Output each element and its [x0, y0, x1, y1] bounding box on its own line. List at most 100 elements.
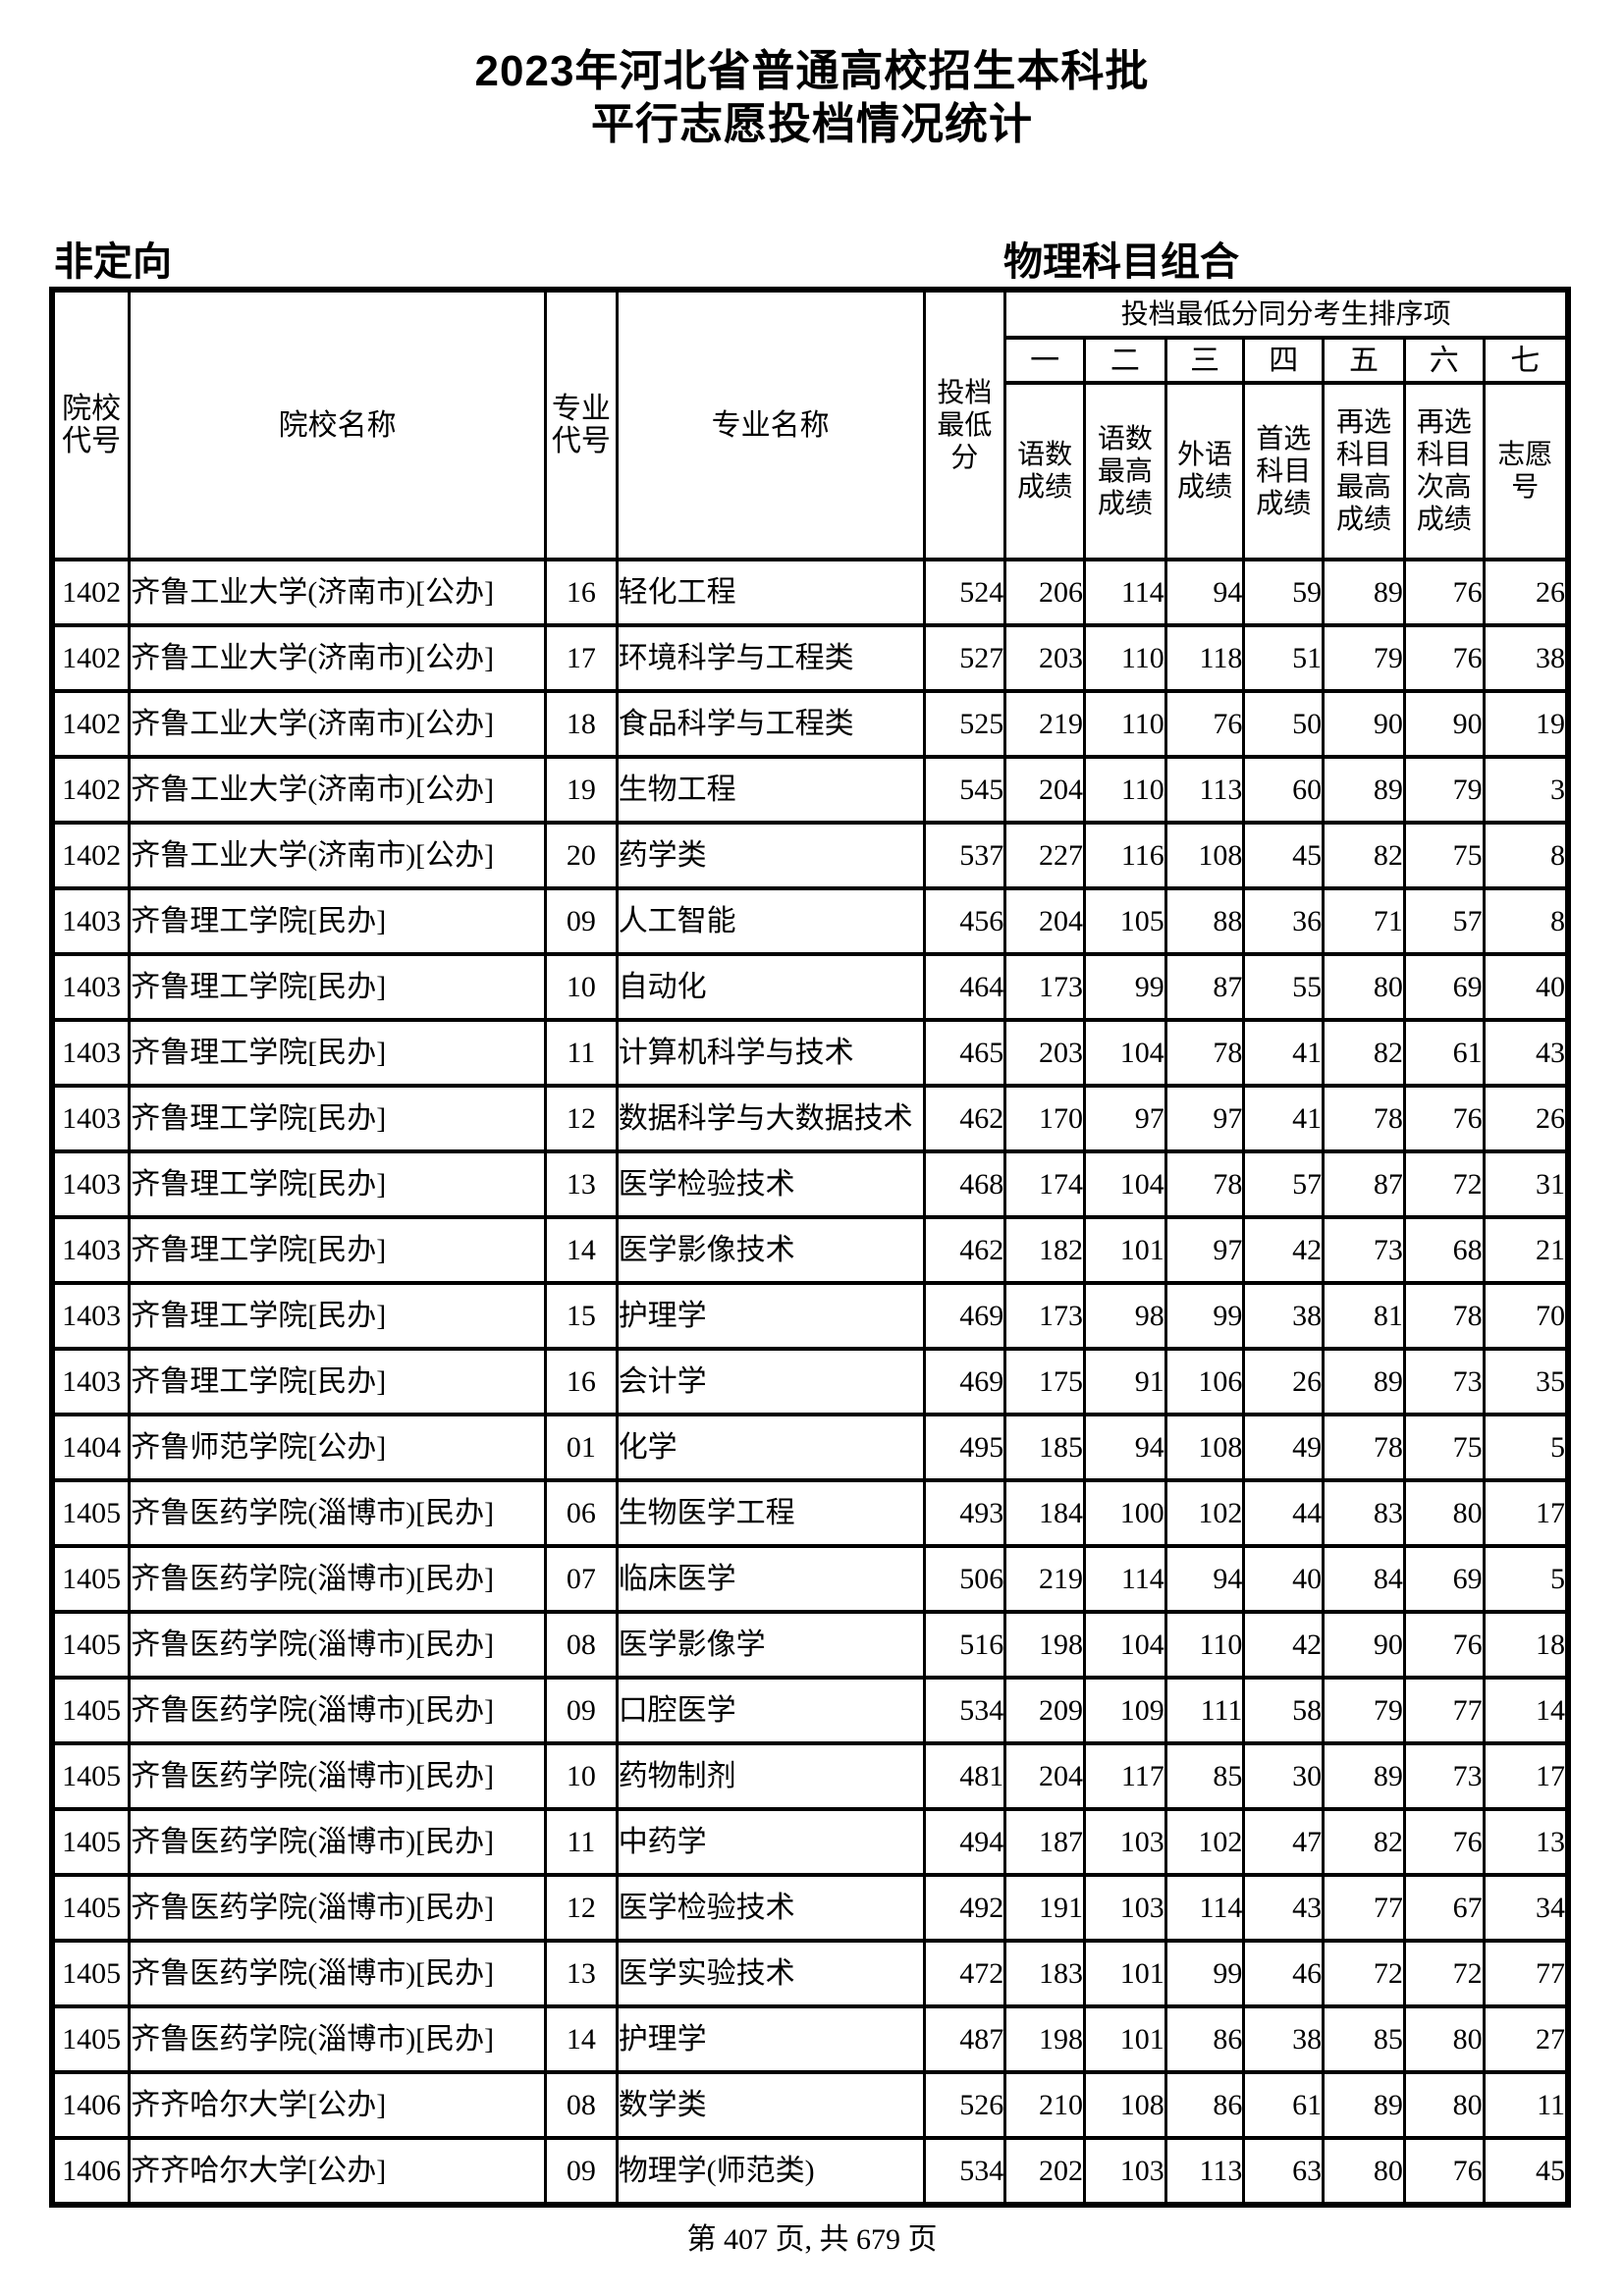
cell-college-code: 1403 [50, 1215, 132, 1285]
cell-major-code: 07 [544, 1544, 619, 1614]
cell-score-1: 219 [1003, 689, 1086, 759]
cell-college-code: 1403 [50, 1018, 132, 1088]
cell-score-2: 105 [1082, 886, 1167, 956]
cell-major-code: 13 [544, 1939, 619, 2008]
cell-score-5: 73 [1322, 1215, 1406, 1285]
cell-min-score: 494 [922, 1807, 1007, 1877]
cell-score-5: 79 [1322, 623, 1406, 693]
cell-score-6: 76 [1402, 1807, 1486, 1877]
cell-major-name: 护理学 [615, 2004, 926, 2074]
cell-score-3: 86 [1164, 2004, 1246, 2074]
cell-college-name: 齐鲁医药学院(淄博市)[民办] [128, 1873, 548, 1943]
cell-score-5: 80 [1322, 952, 1406, 1022]
cell-min-score: 472 [922, 1939, 1007, 2008]
cell-major-name: 人工智能 [615, 886, 926, 956]
cell-score-6: 80 [1402, 1478, 1486, 1548]
cell-score-1: 173 [1003, 1281, 1086, 1351]
cell-college-code: 1402 [50, 623, 132, 693]
table-row: 1403 齐鲁理工学院[民办] 16 会计学 469 175 91 106 26 89 73 35 [50, 1347, 1570, 1416]
cell-score-5: 78 [1322, 1413, 1406, 1482]
cell-score-3: 114 [1164, 1873, 1246, 1943]
table-body: 1402 齐鲁工业大学(济南市)[公办] 16 轻化工程 524 206 114 94 59 89… [50, 558, 1570, 2207]
header-criterion-1: 语数成绩 [1003, 381, 1086, 561]
cell-volunteer-no: 19 [1482, 689, 1570, 759]
cell-score-4: 50 [1242, 689, 1326, 759]
cell-college-code: 1405 [50, 1741, 132, 1811]
cell-score-4: 41 [1242, 1018, 1326, 1088]
cell-major-code: 12 [544, 1873, 619, 1943]
table-row: 1405 齐鲁医药学院(淄博市)[民办] 10 药物制剂 481 204 117 85 30 89… [50, 1741, 1570, 1811]
cell-volunteer-no: 21 [1482, 1215, 1570, 1285]
cell-min-score: 468 [922, 1149, 1007, 1219]
cell-major-code: 20 [544, 821, 619, 890]
cell-score-6: 78 [1402, 1281, 1486, 1351]
cell-score-5: 90 [1322, 689, 1406, 759]
cell-score-6: 72 [1402, 1939, 1486, 2008]
cell-score-1: 206 [1003, 558, 1086, 627]
cell-score-6: 75 [1402, 821, 1486, 890]
cell-volunteer-no: 70 [1482, 1281, 1570, 1351]
cell-college-name: 齐鲁师范学院[公办] [128, 1413, 548, 1482]
cell-score-3: 102 [1164, 1478, 1246, 1548]
cell-college-name: 齐鲁医药学院(淄博市)[民办] [128, 1676, 548, 1745]
cell-major-code: 19 [544, 755, 619, 825]
cell-score-4: 47 [1242, 1807, 1326, 1877]
cell-college-name: 齐鲁医药学院(淄博市)[民办] [128, 2004, 548, 2074]
cell-score-3: 88 [1164, 886, 1246, 956]
cell-score-2: 94 [1082, 1413, 1167, 1482]
cell-score-2: 117 [1082, 1741, 1167, 1811]
cell-college-code: 1405 [50, 1478, 132, 1548]
cell-college-name: 齐鲁医药学院(淄博市)[民办] [128, 1544, 548, 1614]
cell-major-name: 计算机科学与技术 [615, 1018, 926, 1088]
cell-score-3: 111 [1164, 1676, 1246, 1745]
cell-score-1: 202 [1003, 2136, 1086, 2207]
cell-score-3: 94 [1164, 558, 1246, 627]
cell-score-4: 38 [1242, 2004, 1326, 2074]
cell-min-score: 462 [922, 1215, 1007, 1285]
cell-score-1: 210 [1003, 2070, 1086, 2140]
table-row: 1405 齐鲁医药学院(淄博市)[民办] 13 医学实验技术 472 183 101 99 46… [50, 1939, 1570, 2008]
cell-min-score: 487 [922, 2004, 1007, 2074]
header-tiebreak-group: 投档最低分同分考生排序项 [1003, 288, 1570, 340]
cell-score-6: 79 [1402, 755, 1486, 825]
header-ordinal-5: 五 [1322, 336, 1406, 385]
cell-score-2: 101 [1082, 1939, 1167, 2008]
table-row: 1402 齐鲁工业大学(济南市)[公办] 19 生物工程 545 204 110 113 60 8… [50, 755, 1570, 825]
table-row: 1405 齐鲁医药学院(淄博市)[民办] 12 医学检验技术 492 191 103 114 4… [50, 1873, 1570, 1943]
cell-score-5: 82 [1322, 821, 1406, 890]
cell-score-6: 80 [1402, 2004, 1486, 2074]
cell-score-2: 104 [1082, 1610, 1167, 1680]
cell-min-score: 493 [922, 1478, 1007, 1548]
cell-volunteer-no: 18 [1482, 1610, 1570, 1680]
cell-volunteer-no: 35 [1482, 1347, 1570, 1416]
cell-volunteer-no: 8 [1482, 821, 1570, 890]
cell-score-4: 46 [1242, 1939, 1326, 2008]
cell-score-2: 101 [1082, 2004, 1167, 2074]
table-row: 1405 齐鲁医药学院(淄博市)[民办] 09 口腔医学 534 209 109 111 58 7… [50, 1676, 1570, 1745]
cell-score-5: 83 [1322, 1478, 1406, 1548]
cell-score-4: 30 [1242, 1741, 1326, 1811]
cell-major-code: 08 [544, 1610, 619, 1680]
page-title-line1: 2023年河北省普通高校招生本科批 [474, 47, 1150, 95]
cell-college-name: 齐鲁理工学院[民办] [128, 1347, 548, 1416]
cell-score-6: 76 [1402, 623, 1486, 693]
cell-major-code: 14 [544, 2004, 619, 2074]
cell-score-3: 108 [1164, 1413, 1246, 1482]
cell-score-1: 203 [1003, 623, 1086, 693]
cell-major-name: 药物制剂 [615, 1741, 926, 1811]
cell-college-name: 齐鲁医药学院(淄博市)[民办] [128, 1741, 548, 1811]
admission-stats-table: 院校代号 院校名称 专业代号 专业名称 投档最低分 投档最低分同分考生排序项 一… [49, 287, 1571, 2208]
cell-score-1: 173 [1003, 952, 1086, 1022]
cell-score-4: 41 [1242, 1084, 1326, 1153]
cell-score-1: 175 [1003, 1347, 1086, 1416]
cell-score-4: 44 [1242, 1478, 1326, 1548]
cell-score-2: 103 [1082, 2136, 1167, 2207]
cell-score-3: 113 [1164, 2136, 1246, 2207]
table-row: 1405 齐鲁医药学院(淄博市)[民办] 06 生物医学工程 493 184 100 102 4… [50, 1478, 1570, 1548]
table-row: 1406 齐齐哈尔大学[公办] 08 数学类 526 210 108 86 61 89 80 11 [50, 2070, 1570, 2140]
cell-college-code: 1406 [50, 2070, 132, 2140]
cell-major-name: 环境科学与工程类 [615, 623, 926, 693]
cell-college-code: 1403 [50, 886, 132, 956]
cell-major-name: 数据科学与大数据技术 [615, 1084, 926, 1153]
